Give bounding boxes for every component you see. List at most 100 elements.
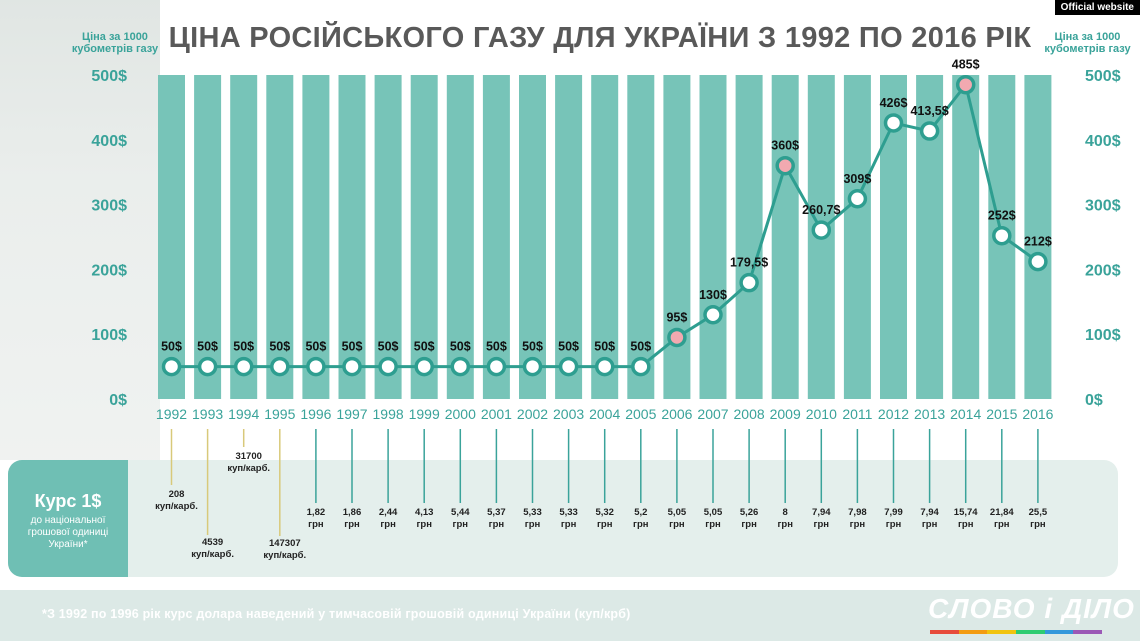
x-tick-label: 2007 (697, 406, 728, 422)
data-label: 260,7$ (802, 203, 840, 217)
data-label: 50$ (269, 340, 290, 354)
exchange-rate-unit: грн (958, 519, 974, 530)
x-tick-label: 2001 (481, 406, 512, 422)
data-point-2001 (486, 356, 507, 377)
exchange-rate-value: 5,37 (487, 507, 506, 518)
exchange-rate-value: 5,44 (451, 507, 470, 518)
x-tick-label: 2005 (625, 406, 656, 422)
bar-2002 (519, 75, 546, 399)
data-point-2002 (522, 356, 543, 377)
bar-2008 (735, 75, 763, 399)
exchange-rate-value: 7,98 (848, 507, 867, 518)
slovo-i-dilo-logo[interactable]: СЛОВО і ДІЛО (928, 593, 1135, 624)
exchange-rate-unit: грн (886, 519, 902, 530)
x-tick-label: 2016 (1022, 406, 1053, 422)
data-label: 50$ (378, 340, 399, 354)
data-label: 179,5$ (730, 256, 768, 270)
bar-2000 (446, 75, 474, 399)
bar-2006 (663, 75, 691, 399)
data-label: 50$ (197, 340, 218, 354)
y-tick-left: 500$ (91, 68, 127, 85)
exchange-rate-unit: грн (922, 519, 938, 530)
data-point-2004 (594, 356, 615, 377)
x-tick-label: 2006 (661, 406, 692, 422)
data-point-2015 (992, 225, 1012, 246)
exchange-rate-unit: грн (777, 519, 793, 530)
exchange-rate-unit: куп/карб. (155, 501, 198, 512)
exchange-rate-unit: грн (741, 519, 757, 530)
data-label: 50$ (558, 340, 579, 354)
data-point-1996 (306, 356, 326, 377)
exchange-rate-unit: грн (597, 519, 613, 530)
data-point-2014 (955, 74, 976, 95)
bar-1995 (266, 75, 294, 399)
data-label: 50$ (486, 340, 507, 354)
exchange-rate-value: 4,13 (415, 507, 434, 518)
exchange-rate-subtitle: до національної грошової одиниці України… (27, 515, 109, 550)
data-point-2005 (631, 356, 651, 377)
data-point-2010 (811, 220, 832, 240)
bar-2001 (482, 75, 510, 399)
exchange-rate-value: 7,94 (812, 507, 831, 518)
y-tick-right: 400$ (1085, 133, 1121, 150)
x-tick-label: 1997 (336, 406, 367, 422)
data-point-2000 (450, 356, 471, 377)
y-tick-left: 200$ (91, 262, 127, 279)
x-tick-label: 2010 (806, 406, 837, 422)
data-label: 252$ (988, 209, 1016, 223)
gas-price-chart: 0$ 0$ 100$ 100$ 200$ 200$ 300$ 300$ 400$ 400$ 500$… (91, 58, 1121, 561)
data-point-1995 (270, 356, 290, 377)
exchange-rate-value: 31700 (235, 451, 261, 462)
y-tick-left: 0$ (109, 392, 127, 409)
exchange-rate-unit: грн (416, 519, 432, 530)
data-point-1992 (161, 356, 182, 377)
data-point-2007 (703, 305, 723, 325)
data-point-2016 (1028, 251, 1048, 272)
x-tick-label: 2003 (553, 406, 584, 422)
data-point-1999 (414, 356, 434, 377)
bar-2011 (843, 75, 871, 399)
x-tick-label: 2004 (589, 406, 620, 422)
data-point-2012 (883, 113, 904, 133)
x-tick-label: 1996 (300, 406, 331, 422)
x-tick-label: 2015 (986, 406, 1017, 422)
x-tick-label: 2013 (914, 406, 945, 422)
exchange-rate-value: 8 (783, 507, 788, 518)
exchange-rate-value: 1,86 (343, 507, 362, 518)
data-point-1993 (197, 356, 218, 377)
data-label: 50$ (305, 340, 326, 354)
data-label: 50$ (414, 340, 435, 354)
exchange-rate-unit: грн (453, 519, 469, 530)
exchange-rate-panel (8, 460, 1118, 577)
x-tick-label: 2002 (517, 406, 548, 422)
bar-2016 (1024, 75, 1052, 399)
data-label: 309$ (843, 172, 871, 186)
y-tick-left: 300$ (91, 198, 127, 215)
data-label: 50$ (233, 340, 254, 354)
bar-2014 (952, 75, 980, 399)
official-website-badge[interactable]: Official website (1054, 0, 1140, 15)
data-label: 50$ (630, 340, 651, 354)
exchange-rate-value: 21,84 (990, 507, 1014, 518)
exchange-rate-value: 25,5 (1029, 507, 1048, 518)
y-tick-left: 100$ (91, 327, 127, 344)
chart-title: ЦІНА РОСІЙСЬКОГО ГАЗУ ДЛЯ УКРАЇНИ З 1992… (168, 22, 1032, 54)
bar-2007 (699, 75, 727, 399)
data-point-2006 (667, 327, 687, 348)
exchange-rate-value: 4539 (202, 537, 223, 548)
exchange-rate-unit: куп/карб. (263, 550, 306, 561)
data-point-2008 (739, 272, 759, 293)
data-label: 50$ (522, 340, 543, 354)
y-tick-right: 300$ (1085, 198, 1121, 215)
x-tick-label: 2009 (770, 406, 801, 422)
bar-2009 (771, 75, 799, 399)
data-label: 50$ (450, 340, 471, 354)
exchange-rate-value: 208 (169, 489, 185, 500)
bar-1996 (302, 75, 330, 399)
y-tick-right: 100$ (1085, 327, 1121, 344)
data-point-2003 (558, 356, 579, 377)
logo-stripe (930, 630, 1103, 634)
bar-2005 (627, 75, 655, 399)
exchange-rate-unit: грн (525, 519, 541, 530)
exchange-rate-value: 147307 (269, 538, 301, 549)
